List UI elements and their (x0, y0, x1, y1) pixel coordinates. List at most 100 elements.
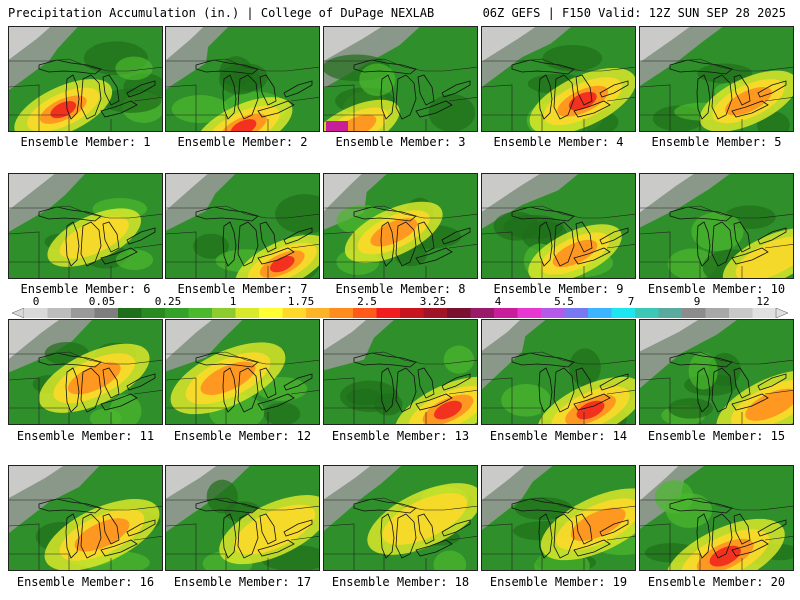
colorbar-tick-label: 2.5 (357, 295, 377, 308)
lake-outline (259, 367, 277, 399)
state-border (764, 389, 793, 395)
lake-outline (126, 519, 156, 537)
precip-contour (89, 408, 122, 424)
state-border (9, 523, 40, 570)
dry-region (640, 320, 699, 352)
colorbar-swatch (376, 308, 401, 318)
dry-region (324, 27, 382, 61)
colorbar-swatch (47, 308, 72, 318)
precip-contour (434, 400, 462, 420)
ensemble-member-label: Ensemble Member: 10 (647, 282, 786, 296)
ensemble-map-panel (639, 319, 794, 425)
colorbar-tick-label: 7 (627, 295, 635, 308)
precip-field (166, 320, 319, 424)
ensemble-map-panel (481, 173, 636, 279)
lake-outline (65, 221, 80, 267)
state-border (324, 553, 385, 570)
colorbar-swatch (705, 308, 730, 318)
lake-outline (353, 352, 417, 368)
state-border (166, 497, 319, 511)
colorbar-swatch (658, 308, 683, 318)
lake-outline (380, 74, 395, 120)
state-border (640, 231, 671, 278)
ensemble-member-label: Ensemble Member: 16 (16, 575, 155, 589)
precip-field (9, 174, 162, 278)
lake-outline (237, 367, 259, 413)
precip-field (9, 27, 162, 131)
lake-outline (65, 513, 80, 559)
state-border (482, 553, 543, 570)
lake-outline (553, 513, 575, 559)
lake-outline (395, 221, 417, 267)
colorbar-tick-label: 1 (229, 295, 237, 308)
precip-contour (333, 114, 377, 131)
precip-contour (263, 402, 301, 424)
lake-outline (733, 74, 751, 106)
colorbar-swatch (447, 308, 471, 318)
lake-outline (733, 513, 751, 545)
lake-outline (195, 352, 259, 368)
lake-outline (575, 221, 593, 253)
ensemble-map-panel (165, 465, 320, 571)
precip-contour (688, 352, 718, 390)
lake-outline (553, 367, 575, 413)
precip-field (324, 27, 477, 131)
lake-outline (195, 498, 259, 514)
lake-outline (80, 74, 102, 120)
dry-region (166, 466, 217, 499)
precip-contour (569, 348, 601, 387)
lake-outline (696, 513, 711, 559)
state-border (9, 407, 70, 424)
ensemble-member-label: Ensemble Member: 1 (20, 135, 151, 149)
ensemble-member-label: Ensemble Member: 2 (177, 135, 308, 149)
lake-outline (259, 221, 277, 253)
precip-contour (725, 86, 772, 116)
state-border (482, 523, 513, 570)
lake-outline (126, 373, 156, 391)
ensemble-member-label: Ensemble Member: 6 (20, 282, 151, 296)
lake-outline (573, 393, 611, 411)
state-border (324, 351, 477, 365)
precip-contour (576, 400, 605, 420)
lake-outline (575, 74, 593, 106)
state-border (606, 96, 635, 102)
lake-outline (102, 367, 120, 399)
dry-region (166, 174, 208, 211)
state-border (448, 389, 477, 395)
lake-outline (538, 221, 553, 267)
lake-outline (757, 519, 787, 537)
state-border (9, 261, 70, 278)
precip-contour (552, 239, 598, 268)
precip-contour (433, 550, 467, 570)
state-border (9, 377, 40, 424)
precip-contour (326, 121, 348, 131)
precip-field (166, 174, 319, 278)
colorbar-tick-label: 12 (756, 295, 770, 308)
colorbar-max-arrow (775, 308, 788, 318)
state-border (764, 243, 793, 249)
state-border (133, 535, 162, 541)
state-border (290, 96, 319, 102)
state-border (324, 84, 355, 131)
lake-outline (100, 100, 138, 118)
dry-region (9, 320, 59, 359)
colorbar-swatch (24, 308, 48, 318)
colorbar-tick-label: 3.25 (419, 295, 447, 308)
lake-outline (575, 513, 593, 545)
state-border (166, 205, 319, 219)
precip-contour (230, 119, 257, 131)
lake-outline (222, 513, 237, 559)
state-border (290, 389, 319, 395)
precip-contour (493, 211, 540, 241)
ensemble-map-panel (323, 319, 478, 425)
state-border (166, 553, 227, 570)
ensemble-map-panel (8, 173, 163, 279)
lake-outline (731, 247, 769, 265)
lake-outline (222, 367, 237, 413)
state-border (764, 96, 793, 102)
state-border (324, 523, 355, 570)
colorbar-swatch (94, 308, 119, 318)
colorbar-swatch (141, 308, 166, 318)
lake-outline (733, 221, 751, 253)
lake-outline (757, 373, 787, 391)
